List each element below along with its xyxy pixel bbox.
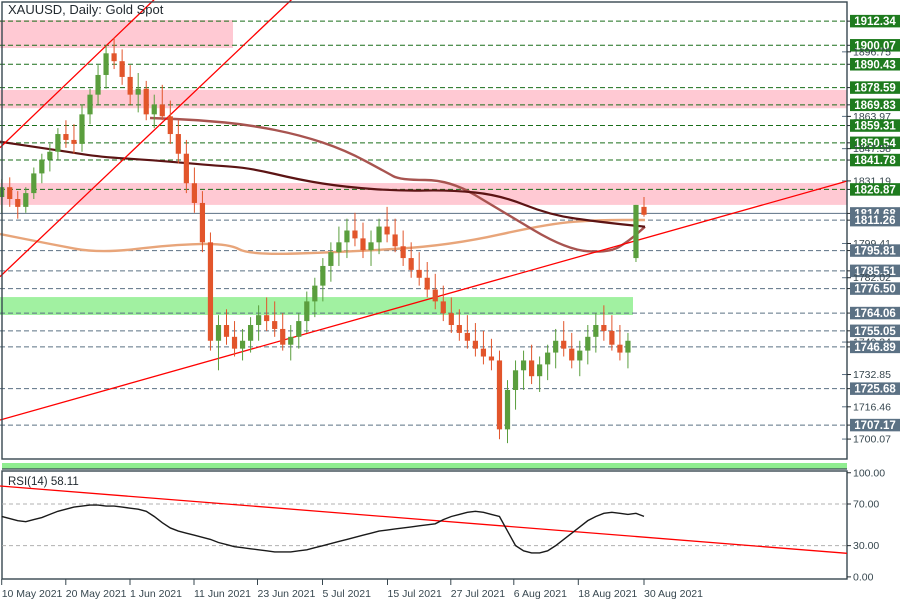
svg-text:30.00: 30.00: [853, 540, 879, 552]
svg-text:1841.78: 1841.78: [854, 155, 896, 167]
svg-text:18 Aug 2021: 18 Aug 2021: [578, 588, 637, 600]
svg-text:1859.31: 1859.31: [854, 121, 896, 133]
svg-text:1912.34: 1912.34: [854, 16, 896, 28]
svg-text:30 Aug 2021: 30 Aug 2021: [644, 588, 703, 600]
svg-text:6 Aug 2021: 6 Aug 2021: [514, 588, 567, 600]
svg-text:0.00: 0.00: [853, 571, 874, 583]
svg-text:23 Jun 2021: 23 Jun 2021: [258, 588, 316, 600]
svg-text:RSI(14) 58.11: RSI(14) 58.11: [8, 476, 79, 488]
svg-text:1746.89: 1746.89: [854, 342, 896, 354]
svg-text:1847.58: 1847.58: [853, 143, 891, 155]
svg-text:1707.17: 1707.17: [854, 420, 896, 432]
svg-text:70.00: 70.00: [853, 498, 879, 510]
svg-text:1795.81: 1795.81: [854, 246, 896, 258]
svg-text:1826.87: 1826.87: [854, 184, 896, 196]
svg-text:27 Jul 2021: 27 Jul 2021: [451, 588, 505, 600]
svg-text:1764.06: 1764.06: [854, 308, 896, 320]
svg-text:1811.26: 1811.26: [855, 215, 896, 227]
svg-text:1700.07: 1700.07: [853, 434, 891, 446]
svg-text:1725.68: 1725.68: [854, 384, 896, 396]
svg-text:1878.59: 1878.59: [854, 83, 896, 95]
svg-text:15 Jul 2021: 15 Jul 2021: [388, 588, 442, 600]
svg-text:10 May 2021: 10 May 2021: [2, 588, 63, 600]
svg-text:1890.43: 1890.43: [854, 59, 896, 71]
svg-text:11 Jun 2021: 11 Jun 2021: [194, 588, 251, 600]
svg-text:XAUUSD, Daily: Gold Spot: XAUUSD, Daily: Gold Spot: [8, 2, 164, 17]
svg-text:1776.50: 1776.50: [854, 284, 896, 296]
svg-text:1896.75: 1896.75: [853, 46, 891, 58]
svg-text:100.00: 100.00: [853, 467, 885, 479]
svg-text:1716.46: 1716.46: [853, 401, 891, 413]
svg-text:1732.85: 1732.85: [853, 369, 891, 381]
svg-text:20 May 2021: 20 May 2021: [66, 588, 127, 600]
svg-text:5 Jul 2021: 5 Jul 2021: [323, 588, 372, 600]
svg-text:1 Jun 2021: 1 Jun 2021: [130, 588, 182, 600]
